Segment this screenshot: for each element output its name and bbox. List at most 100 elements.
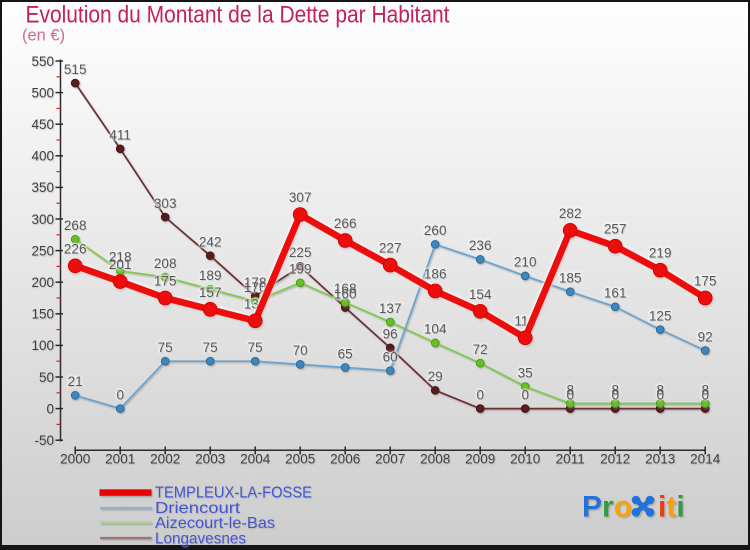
svg-text:242: 242 (199, 235, 222, 250)
svg-text:282: 282 (559, 206, 582, 221)
svg-text:0: 0 (566, 387, 574, 402)
svg-text:75: 75 (248, 340, 263, 355)
svg-text:2009: 2009 (465, 452, 495, 467)
svg-text:29: 29 (428, 369, 443, 384)
svg-text:210: 210 (514, 255, 537, 270)
svg-text:515: 515 (64, 62, 87, 77)
svg-text:0: 0 (521, 387, 529, 402)
svg-text:226: 226 (64, 241, 87, 256)
svg-text:72: 72 (473, 342, 488, 357)
svg-text:150: 150 (31, 307, 54, 322)
svg-text:iti: iti (658, 491, 685, 524)
svg-text:236: 236 (469, 238, 492, 253)
svg-text:257: 257 (604, 222, 627, 237)
svg-text:Aizecourt-le-Bas: Aizecourt-le-Bas (155, 515, 275, 532)
svg-text:8: 8 (656, 382, 664, 397)
svg-text:75: 75 (203, 340, 218, 355)
svg-text:70: 70 (293, 343, 308, 358)
svg-text:Driencourt: Driencourt (155, 500, 241, 517)
svg-text:250: 250 (31, 243, 54, 258)
svg-text:2002: 2002 (150, 452, 180, 467)
svg-text:137: 137 (379, 301, 402, 316)
svg-text:2014: 2014 (690, 452, 721, 467)
svg-text:257: 257 (604, 222, 627, 237)
svg-text:75: 75 (158, 340, 173, 355)
svg-text:-50: -50 (34, 433, 54, 448)
svg-text:21: 21 (68, 374, 83, 389)
svg-text:2001: 2001 (105, 452, 135, 467)
svg-text:60: 60 (383, 350, 398, 365)
svg-text:178: 178 (244, 275, 267, 290)
svg-text:2003: 2003 (195, 452, 225, 467)
svg-text:8: 8 (566, 382, 574, 397)
svg-text:515: 515 (64, 62, 87, 77)
svg-text:350: 350 (31, 180, 54, 195)
svg-text:282: 282 (559, 206, 582, 221)
svg-text:208: 208 (154, 256, 177, 271)
svg-text:0: 0 (116, 387, 124, 402)
svg-text:65: 65 (338, 346, 353, 361)
svg-text:137: 137 (379, 301, 402, 316)
svg-text:300: 300 (31, 212, 54, 227)
svg-text:260: 260 (424, 223, 447, 238)
svg-text:242: 242 (199, 235, 222, 250)
svg-text:186: 186 (424, 267, 447, 282)
svg-text:168: 168 (334, 281, 357, 296)
svg-text:400: 400 (31, 149, 54, 164)
svg-text:35: 35 (518, 365, 533, 380)
svg-text:210: 210 (514, 255, 537, 270)
svg-text:0: 0 (701, 387, 709, 402)
svg-text:50: 50 (39, 370, 54, 385)
svg-text:35: 35 (518, 365, 533, 380)
svg-text:104: 104 (424, 322, 447, 337)
svg-text:92: 92 (698, 329, 713, 344)
svg-text:161: 161 (604, 286, 627, 301)
svg-text:268: 268 (64, 218, 87, 233)
svg-text:75: 75 (158, 340, 173, 355)
svg-text:0: 0 (46, 401, 54, 416)
svg-text:175: 175 (694, 274, 717, 289)
svg-text:411: 411 (109, 128, 131, 143)
svg-text:266: 266 (334, 216, 357, 231)
svg-text:104: 104 (424, 322, 447, 337)
svg-text:218: 218 (109, 250, 132, 265)
svg-text:8: 8 (566, 382, 574, 397)
svg-text:0: 0 (611, 387, 619, 402)
svg-text:201: 201 (109, 257, 132, 272)
svg-text:2008: 2008 (420, 452, 450, 467)
svg-text:175: 175 (154, 274, 177, 289)
svg-text:2011: 2011 (556, 452, 585, 467)
svg-text:8: 8 (701, 382, 709, 397)
svg-text:227: 227 (379, 241, 402, 256)
svg-text:0: 0 (521, 387, 529, 402)
svg-text:307: 307 (289, 190, 312, 205)
svg-text:227: 227 (379, 241, 402, 256)
svg-text:8: 8 (611, 382, 619, 397)
svg-text:0: 0 (566, 387, 574, 402)
svg-text:303: 303 (154, 196, 177, 211)
svg-text:226: 226 (64, 241, 87, 256)
svg-text:450: 450 (31, 117, 54, 132)
svg-text:0: 0 (656, 387, 664, 402)
svg-text:2010: 2010 (510, 452, 540, 467)
svg-text:303: 303 (154, 196, 177, 211)
svg-text:8: 8 (656, 382, 664, 397)
svg-text:21: 21 (68, 374, 83, 389)
svg-text:8: 8 (611, 382, 619, 397)
svg-text:154: 154 (469, 287, 492, 302)
svg-text:189: 189 (199, 268, 222, 283)
svg-text:29: 29 (428, 369, 443, 384)
svg-text:Longavesnes: Longavesnes (155, 530, 246, 547)
svg-text:(en €): (en €) (22, 27, 65, 45)
svg-text:Pro: Pro (582, 491, 632, 524)
svg-text:550: 550 (31, 54, 54, 69)
svg-text:2004: 2004 (240, 452, 271, 467)
svg-text:72: 72 (473, 342, 488, 357)
svg-text:157: 157 (199, 285, 222, 300)
svg-text:125: 125 (649, 308, 672, 323)
svg-text:208: 208 (154, 256, 177, 271)
svg-text:225: 225 (289, 245, 312, 260)
svg-text:189: 189 (199, 268, 222, 283)
svg-text:260: 260 (424, 223, 447, 238)
svg-text:2000: 2000 (60, 452, 90, 467)
